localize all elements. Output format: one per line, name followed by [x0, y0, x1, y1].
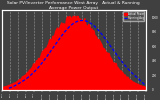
Legend: Actual Power, Running Avg: Actual Power, Running Avg	[123, 11, 144, 21]
Title: Solar PV/Inverter Performance West Array   Actual & Running Average Power Output: Solar PV/Inverter Performance West Array…	[7, 1, 140, 10]
